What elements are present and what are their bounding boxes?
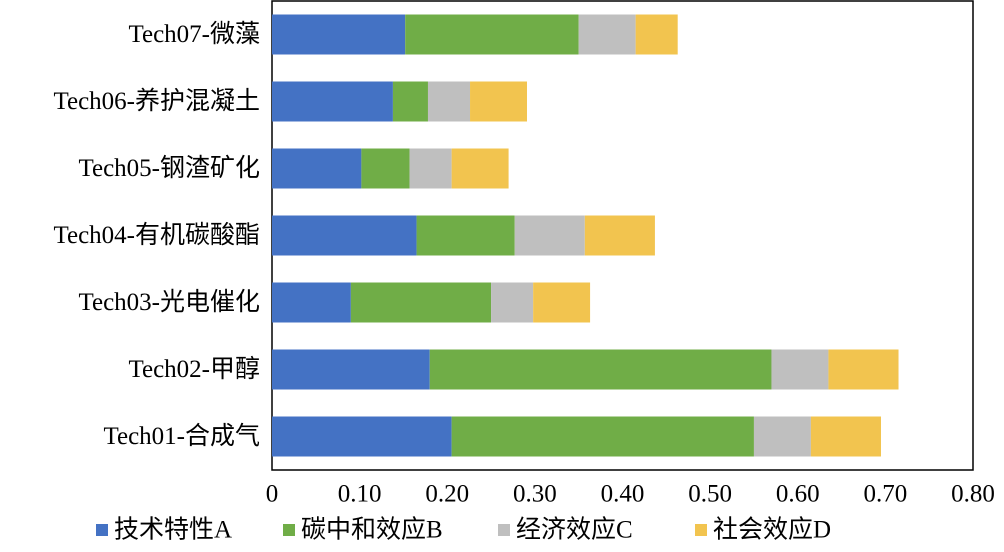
bar-segment-6-1 — [272, 349, 430, 390]
category-label: Tech07-微藻 — [128, 20, 260, 48]
bar-segment-1-3 — [578, 14, 636, 55]
bar-segment-2-2 — [392, 81, 428, 122]
category-label: Tech05-钢渣矿化 — [78, 154, 260, 182]
x-tick-label: 0.30 — [513, 481, 557, 508]
legend: 技术特性A 碳中和效应B 经济效应C 社会效应D — [96, 516, 831, 544]
bar-segment-7-3 — [753, 416, 811, 457]
category-label: Tech06-养护混凝土 — [53, 87, 260, 115]
x-tick-label: 0.20 — [425, 481, 469, 508]
legend-label: 社会效应D — [713, 516, 831, 544]
bar-segment-1-2 — [405, 14, 579, 55]
bar-segment-3-2 — [361, 148, 410, 189]
category-label: Tech03-光电催化 — [78, 288, 260, 316]
x-tick-label: 0.10 — [338, 481, 382, 508]
x-tick-label: 0.50 — [688, 481, 732, 508]
x-tick-label: 0.60 — [776, 481, 820, 508]
bar-segment-7-2 — [451, 416, 754, 457]
bar-segment-6-2 — [429, 349, 772, 390]
bar-segment-5-1 — [272, 282, 351, 323]
category-label: Tech04-有机碳酸酯 — [53, 221, 260, 249]
x-tick-labels: 0 0.10 0.20 0.30 0.40 0.50 0.60 0.70 0.80 — [266, 481, 995, 508]
category-label: Tech01-合成气 — [103, 422, 260, 450]
bar-segment-1-4 — [635, 14, 678, 55]
legend-swatch — [96, 524, 108, 536]
x-tick-label: 0 — [266, 481, 279, 508]
bar-segment-6-4 — [828, 349, 899, 390]
x-tick-label: 0.70 — [864, 481, 908, 508]
bar-segment-1-1 — [272, 14, 406, 55]
bar-segment-4-4 — [584, 215, 655, 256]
bar-segment-5-3 — [491, 282, 534, 323]
bar-segment-6-3 — [771, 349, 829, 390]
bar-segment-5-2 — [350, 282, 492, 323]
bar-segment-7-1 — [272, 416, 452, 457]
bar-segment-3-3 — [409, 148, 452, 189]
category-labels: Tech07-微藻 Tech06-养护混凝土 Tech05-钢渣矿化 Tech04-有… — [53, 20, 260, 450]
legend-label: 技术特性A — [114, 516, 232, 544]
bar-segment-3-4 — [451, 148, 509, 189]
legend-swatch — [498, 524, 510, 536]
legend-swatch — [283, 524, 295, 536]
bar-segment-4-1 — [272, 215, 417, 256]
bar-segment-4-2 — [416, 215, 515, 256]
bar-segment-3-1 — [272, 148, 362, 189]
bar-segment-2-1 — [272, 81, 393, 122]
bar-segment-5-4 — [533, 282, 591, 323]
bars-group — [272, 14, 899, 457]
x-tick-label: 0.80 — [951, 481, 995, 508]
legend-label: 碳中和效应B — [301, 516, 443, 544]
bar-segment-2-4 — [470, 81, 527, 122]
bar-segment-4-3 — [514, 215, 585, 256]
x-tick-label: 0.40 — [601, 481, 645, 508]
category-label: Tech02-甲醇 — [128, 355, 260, 383]
legend-label: 经济效应C — [516, 516, 633, 544]
bar-segment-7-4 — [810, 416, 881, 457]
bar-segment-2-3 — [427, 81, 471, 122]
legend-swatch — [695, 524, 707, 536]
